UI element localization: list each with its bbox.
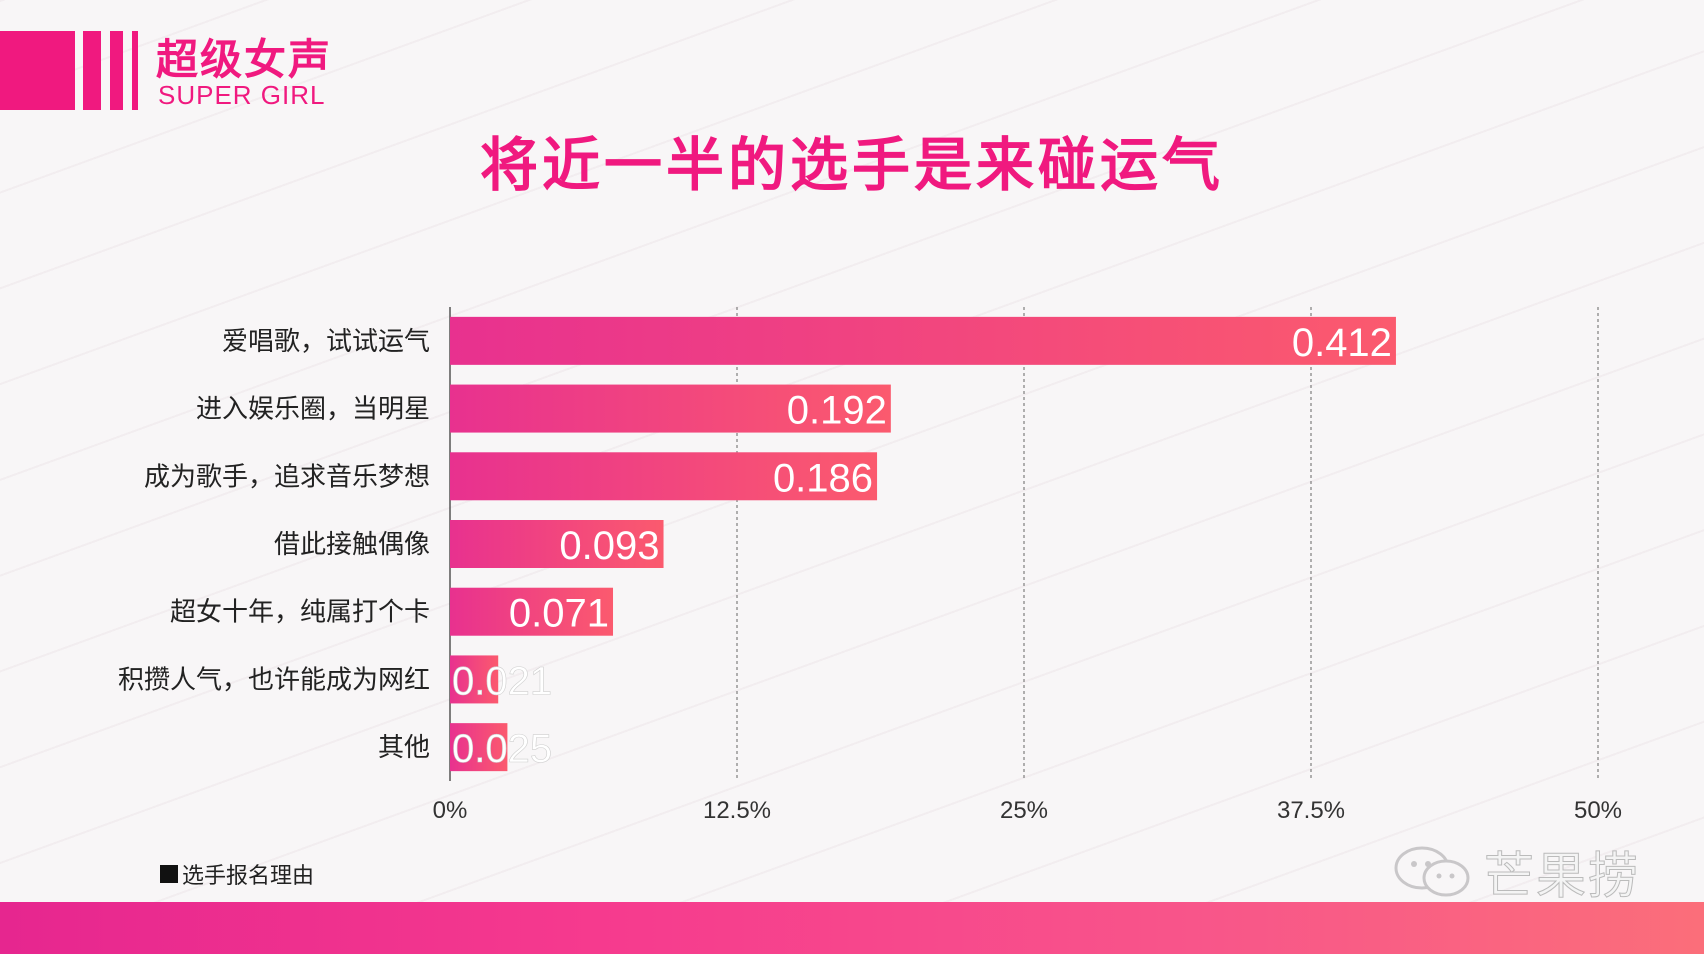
value-label: 0.186 bbox=[773, 456, 873, 500]
logo-english-text: SUPER GIRL bbox=[158, 80, 326, 110]
value-label: 0.412 bbox=[1292, 321, 1392, 365]
bar bbox=[450, 587, 614, 636]
value-labels: 0.412 0.192 0.186 0.093 0.071 0.021 0.025 bbox=[452, 321, 1392, 772]
logo-chinese-text: 超级女声 bbox=[156, 35, 333, 84]
legend-label: 选手报名理由 bbox=[182, 864, 315, 889]
category-label: 其他 bbox=[378, 733, 430, 763]
legend-swatch bbox=[160, 865, 178, 883]
logo-bar bbox=[0, 31, 75, 110]
category-label: 积攒人气，也许能成为网红 bbox=[118, 665, 430, 695]
category-label: 成为歌手，追求音乐梦想 bbox=[144, 462, 430, 492]
bar bbox=[450, 452, 878, 501]
bar bbox=[450, 520, 664, 568]
watermark-text: 芒果捞 bbox=[1484, 847, 1640, 906]
value-label: 0.071 bbox=[509, 592, 609, 636]
bar bbox=[450, 316, 1396, 365]
watermark: 芒果捞 bbox=[1392, 836, 1640, 908]
x-tick-label: 12.5% bbox=[703, 797, 771, 824]
value-label: 0.192 bbox=[787, 389, 887, 433]
value-label: 0.021 bbox=[452, 659, 552, 703]
bars bbox=[450, 316, 1396, 772]
logo-bar bbox=[132, 31, 138, 110]
bar bbox=[450, 655, 499, 704]
category-label: 超女十年，纯属打个卡 bbox=[170, 598, 430, 628]
logo-bar bbox=[110, 31, 123, 110]
legend: 选手报名理由 bbox=[160, 858, 314, 890]
x-tick-label: 25% bbox=[1000, 797, 1048, 824]
bar bbox=[450, 384, 891, 433]
value-label: 0.025 bbox=[452, 727, 552, 771]
logo-bar bbox=[83, 31, 101, 110]
x-tick-label: 37.5% bbox=[1277, 797, 1345, 824]
wechat-icon bbox=[1392, 842, 1474, 902]
x-tick-label: 50% bbox=[1574, 797, 1622, 824]
bottom-band bbox=[0, 902, 1704, 954]
bar bbox=[450, 723, 508, 772]
x-tick-labels: 0% 12.5% 25% 37.5% 50% bbox=[433, 797, 1622, 824]
category-label: 进入娱乐圈，当明星 bbox=[196, 395, 430, 425]
value-label: 0.093 bbox=[559, 524, 659, 568]
category-labels: 爱唱歌，试试运气进入娱乐圈，当明星成为歌手，追求音乐梦想借此接触偶像超女十年，纯… bbox=[118, 327, 430, 763]
category-label: 爱唱歌，试试运气 bbox=[222, 327, 430, 357]
x-tick-label: 0% bbox=[433, 797, 468, 824]
category-label: 借此接触偶像 bbox=[274, 530, 430, 560]
chart-title: 将近一半的选手是来碰运气 bbox=[479, 131, 1224, 199]
